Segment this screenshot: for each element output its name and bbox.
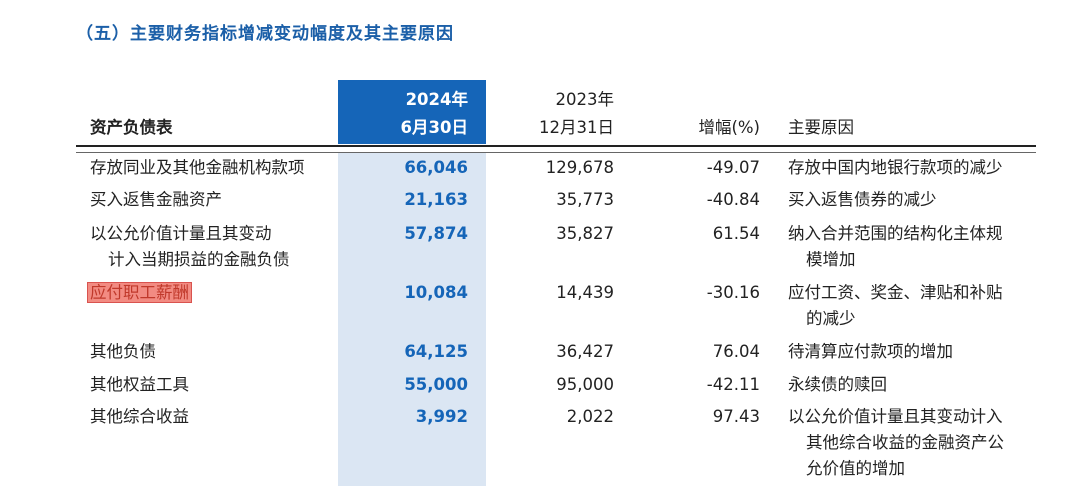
column-2024-header-band bbox=[338, 80, 486, 144]
row-reason-continued: 允价值的增加 bbox=[806, 459, 905, 478]
row-reason-continued: 模增加 bbox=[806, 250, 856, 269]
row-reason: 应付工资、奖金、津贴和补贴 bbox=[788, 283, 1003, 302]
row-label-continued: 计入当期损益的金融负债 bbox=[108, 250, 290, 269]
row-change: -30.16 bbox=[706, 283, 760, 302]
column-2024-band bbox=[338, 152, 486, 486]
row-value-2024: 21,163 bbox=[404, 190, 468, 209]
header-underline bbox=[76, 152, 1036, 153]
row-value-2023: 2,022 bbox=[566, 407, 614, 426]
row-value-2024: 3,992 bbox=[415, 407, 468, 426]
row-reason: 待清算应付款项的增加 bbox=[788, 342, 953, 361]
row-change: -40.84 bbox=[706, 190, 760, 209]
section-title: （五）主要财务指标增减变动幅度及其主要原因 bbox=[76, 24, 454, 44]
row-value-2023: 14,439 bbox=[556, 283, 614, 302]
row-reason: 以公允价值计量且其变动计入 bbox=[788, 407, 1003, 426]
row-value-2024: 66,046 bbox=[404, 158, 468, 177]
row-value-2024: 55,000 bbox=[404, 375, 468, 394]
highlight-mark: 应付职工薪酬 bbox=[87, 282, 192, 303]
col-2023-header-date: 12月31日 bbox=[539, 118, 614, 137]
row-value-2023: 35,827 bbox=[556, 224, 614, 243]
row-change: 76.04 bbox=[712, 342, 760, 361]
row-value-2024: 64,125 bbox=[404, 342, 468, 361]
row-change: -42.11 bbox=[706, 375, 760, 394]
row-reason: 买入返售债券的减少 bbox=[788, 190, 937, 209]
row-reason: 纳入合并范围的结构化主体规 bbox=[788, 224, 1003, 243]
row-reason-continued: 的减少 bbox=[806, 309, 856, 328]
row-value-2023: 129,678 bbox=[545, 158, 614, 177]
row-label: 其他负债 bbox=[90, 342, 156, 361]
row-label-highlighted: 应付职工薪酬 bbox=[87, 281, 192, 305]
sheet-header: 资产负债表 bbox=[90, 118, 173, 137]
row-change: 61.54 bbox=[712, 224, 760, 243]
row-reason-continued: 其他综合收益的金融资产公 bbox=[806, 433, 1004, 452]
row-value-2023: 95,000 bbox=[556, 375, 614, 394]
row-label: 其他综合收益 bbox=[90, 407, 189, 426]
row-label: 以公允价值计量且其变动 bbox=[90, 224, 272, 243]
reason-header: 主要原因 bbox=[788, 118, 854, 137]
row-change: 97.43 bbox=[712, 407, 760, 426]
row-reason: 永续债的赎回 bbox=[788, 375, 887, 394]
row-label: 存放同业及其他金融机构款项 bbox=[90, 158, 305, 177]
header-rule bbox=[76, 145, 1036, 147]
row-value-2023: 35,773 bbox=[556, 190, 614, 209]
row-label: 买入返售金融资产 bbox=[90, 190, 222, 209]
row-change: -49.07 bbox=[706, 158, 760, 177]
row-label: 其他权益工具 bbox=[90, 375, 189, 394]
change-header: 增幅(%) bbox=[698, 118, 760, 137]
col-2024-header-year: 2024年 bbox=[405, 90, 468, 109]
row-value-2024: 57,874 bbox=[404, 224, 468, 243]
row-reason: 存放中国内地银行款项的减少 bbox=[788, 158, 1003, 177]
col-2023-header-year: 2023年 bbox=[555, 90, 615, 109]
row-value-2023: 36,427 bbox=[556, 342, 614, 361]
col-2024-header-date: 6月30日 bbox=[400, 118, 468, 137]
row-value-2024: 10,084 bbox=[404, 283, 468, 302]
